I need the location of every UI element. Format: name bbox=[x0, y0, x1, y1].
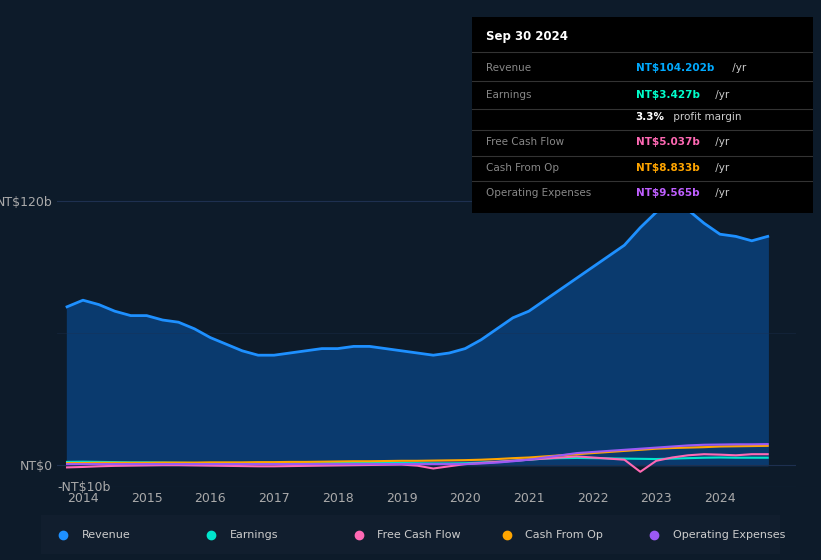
Text: Cash From Op: Cash From Op bbox=[486, 163, 559, 172]
Text: /yr: /yr bbox=[713, 90, 730, 100]
Text: /yr: /yr bbox=[729, 63, 746, 73]
Text: Free Cash Flow: Free Cash Flow bbox=[378, 530, 461, 540]
Text: NT$104.202b: NT$104.202b bbox=[635, 63, 714, 73]
Text: NT$8.833b: NT$8.833b bbox=[635, 163, 699, 172]
Text: Earnings: Earnings bbox=[230, 530, 278, 540]
Text: Cash From Op: Cash From Op bbox=[525, 530, 603, 540]
Text: NT$3.427b: NT$3.427b bbox=[635, 90, 699, 100]
Text: Operating Expenses: Operating Expenses bbox=[673, 530, 785, 540]
Text: profit margin: profit margin bbox=[670, 112, 741, 122]
Text: -NT$10b: -NT$10b bbox=[57, 480, 111, 494]
Text: NT$5.037b: NT$5.037b bbox=[635, 137, 699, 147]
Text: /yr: /yr bbox=[713, 188, 730, 198]
Text: Free Cash Flow: Free Cash Flow bbox=[486, 137, 564, 147]
Text: NT$9.565b: NT$9.565b bbox=[635, 188, 699, 198]
Text: 3.3%: 3.3% bbox=[635, 112, 665, 122]
Text: /yr: /yr bbox=[713, 137, 730, 147]
Text: Revenue: Revenue bbox=[486, 63, 531, 73]
Text: Earnings: Earnings bbox=[486, 90, 531, 100]
Text: /yr: /yr bbox=[713, 163, 730, 172]
Text: Revenue: Revenue bbox=[82, 530, 131, 540]
Text: Operating Expenses: Operating Expenses bbox=[486, 188, 591, 198]
Text: Sep 30 2024: Sep 30 2024 bbox=[486, 30, 567, 43]
